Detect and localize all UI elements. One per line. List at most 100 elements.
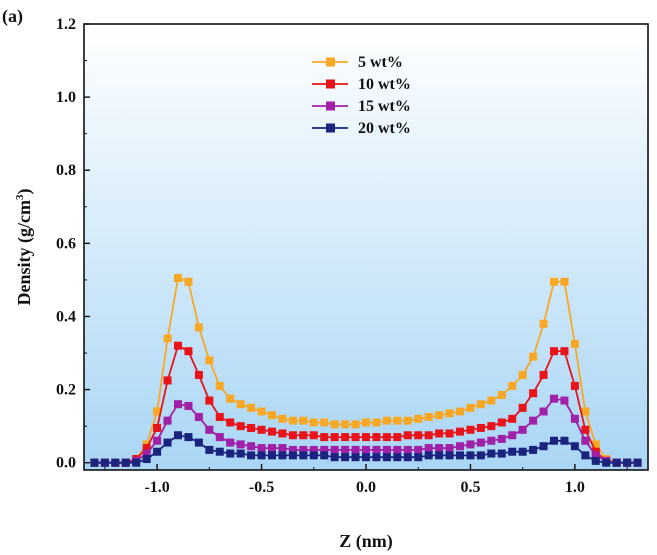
data-point (351, 453, 360, 462)
data-point (466, 440, 475, 449)
data-point (435, 411, 444, 420)
data-point (487, 422, 496, 431)
data-point (268, 411, 276, 420)
data-point (560, 436, 569, 445)
data-point (163, 416, 172, 425)
data-point (591, 451, 600, 460)
data-point (205, 396, 214, 405)
data-point (330, 420, 339, 429)
data-point (550, 347, 558, 356)
data-point (382, 416, 391, 425)
data-point (362, 453, 370, 462)
data-point (184, 277, 193, 286)
data-point (382, 433, 391, 442)
legend-item: 5 wt% (312, 54, 403, 71)
data-point (435, 444, 444, 453)
data-point (194, 370, 203, 379)
data-point (341, 445, 350, 454)
data-point (539, 319, 548, 328)
data-point (550, 436, 558, 445)
data-point (456, 451, 464, 460)
data-point (497, 391, 506, 400)
data-point (581, 425, 590, 434)
series-15-wt- (90, 394, 642, 467)
data-point (184, 347, 193, 356)
x-tick-label: 0.0 (356, 479, 376, 496)
data-point (205, 445, 214, 454)
y-axis-title: Density (g/cm3) (14, 189, 35, 306)
data-point (257, 444, 266, 453)
data-point (351, 433, 360, 442)
data-point (341, 453, 350, 462)
data-point (309, 445, 318, 454)
data-point (268, 427, 276, 436)
data-point (581, 436, 590, 445)
data-point (215, 447, 224, 456)
data-point (247, 451, 256, 460)
data-point (163, 334, 172, 343)
data-point (100, 458, 109, 467)
data-point (466, 451, 475, 460)
data-point (268, 444, 276, 453)
legend: 5 wt% 10 wt% 15 wt% 20 wt% (312, 54, 411, 137)
data-point (372, 453, 381, 462)
data-point (591, 440, 600, 449)
series-layer (90, 274, 642, 467)
data-point (403, 431, 412, 440)
data-point (194, 412, 203, 421)
data-point (226, 418, 235, 427)
data-point (236, 422, 245, 431)
data-point (497, 418, 506, 427)
legend-marker (326, 57, 335, 67)
y-tick-label: 0.0 (56, 455, 76, 472)
data-point (550, 394, 558, 403)
data-point (278, 444, 287, 453)
data-point (153, 407, 162, 416)
data-point (320, 451, 329, 460)
data-point (403, 453, 412, 462)
data-point (236, 440, 245, 449)
data-point (341, 420, 350, 429)
data-point (466, 425, 475, 434)
data-point (633, 458, 642, 467)
legend-marker (326, 79, 335, 89)
data-point (623, 458, 632, 467)
data-point (476, 451, 485, 460)
x-tick-label: 0.5 (460, 479, 480, 496)
data-point (215, 381, 224, 390)
data-point (257, 425, 266, 434)
data-point (299, 445, 308, 454)
data-point (247, 403, 256, 412)
data-point (132, 458, 141, 467)
data-point (393, 445, 402, 454)
data-point (414, 445, 423, 454)
y-axis-title-main: Density (g/cm (14, 200, 35, 305)
data-point (153, 436, 162, 445)
data-point (362, 445, 370, 454)
data-point (163, 438, 172, 447)
data-point (330, 445, 339, 454)
data-point (247, 423, 256, 432)
data-point (309, 418, 318, 427)
data-point (194, 323, 203, 332)
legend-item: 20 wt% (312, 120, 411, 137)
data-point (372, 445, 381, 454)
data-point (330, 453, 339, 462)
data-point (320, 418, 329, 427)
data-point (215, 433, 224, 442)
y-axis-title-superscript: 3 (14, 194, 26, 200)
data-point (184, 402, 193, 411)
data-point (508, 431, 517, 440)
data-point (591, 456, 600, 465)
x-axis-title: Z (nm) (339, 531, 393, 552)
data-point (570, 442, 579, 451)
data-point (121, 458, 130, 467)
data-point (508, 447, 517, 456)
data-point (215, 412, 224, 421)
data-point (529, 445, 538, 454)
data-point (414, 414, 423, 423)
data-point (570, 339, 579, 348)
data-point (570, 381, 579, 390)
data-point (518, 370, 527, 379)
